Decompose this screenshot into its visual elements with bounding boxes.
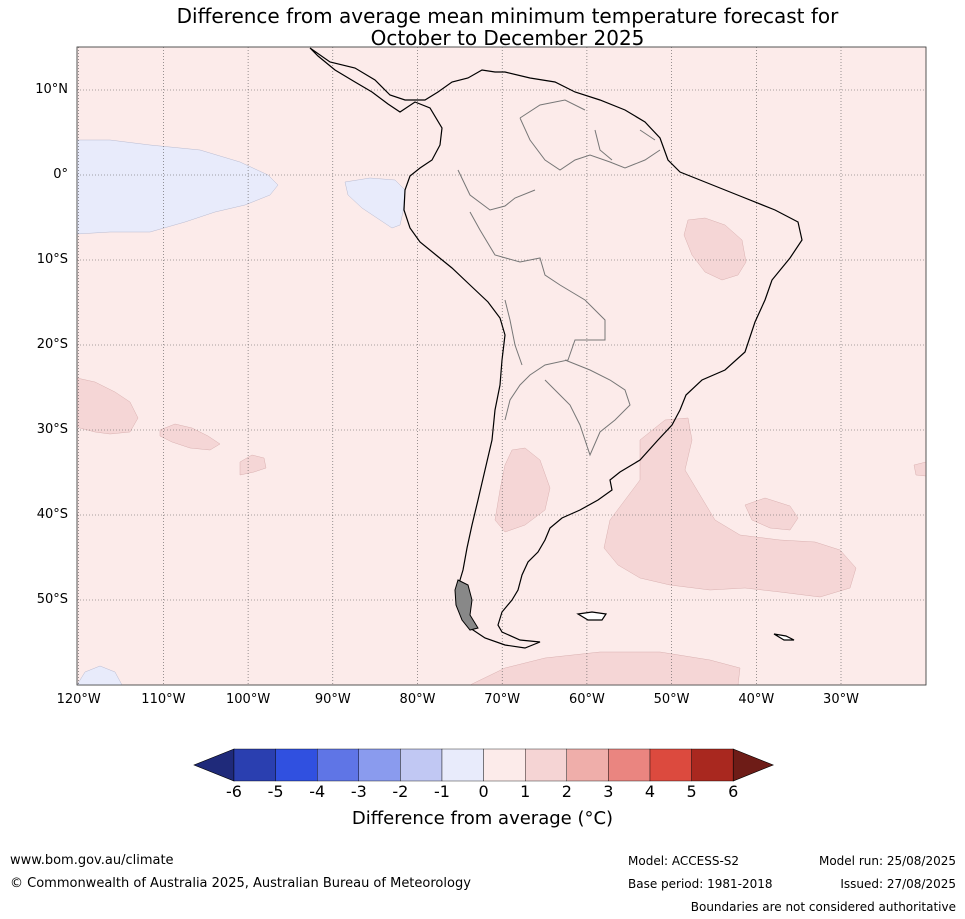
colorbar-extend-high (732, 748, 775, 782)
colorbar-tick-label: -1 (434, 782, 450, 801)
latitude-label: 30°S (36, 422, 68, 437)
south-georgia (773, 633, 795, 641)
colorbar-tick-label: 6 (728, 782, 739, 801)
graticule (77, 47, 926, 685)
footer-disclaimer: Boundaries are not considered authoritat… (690, 900, 956, 914)
colorbar-segment (441, 748, 484, 782)
colorbar-segment (400, 748, 443, 782)
cool-anomaly-galapagos (344, 177, 406, 229)
warm-anomaly-west-pacific (77, 377, 139, 435)
colorbar-segment (317, 748, 360, 782)
warm-anomaly-patagonia (494, 447, 551, 533)
footer-copyright: © Commonwealth of Australia 2025, Austra… (10, 876, 471, 891)
chile-archipelago (454, 579, 479, 631)
latitude-label: 0° (53, 167, 68, 182)
map-title-line-1: Difference from average mean minimum tem… (176, 4, 839, 28)
country-borders (457, 99, 661, 457)
colorbar-tick-label: -6 (226, 782, 242, 801)
colorbar-segment (233, 748, 276, 782)
longitude-label: 80°W (399, 692, 436, 707)
colorbar-tick-label: -3 (350, 782, 367, 801)
colorbar-tick-label: 5 (686, 782, 697, 801)
longitude-label: 110°W (141, 692, 186, 707)
longitude-label: 50°W (653, 692, 690, 707)
warm-anomaly-south-atlantic (603, 417, 857, 598)
warm-anomaly-brazil (683, 217, 747, 281)
south-america-coastline (309, 47, 803, 649)
colorbar-segment (358, 748, 401, 782)
colorbar-tick-label: 4 (644, 782, 656, 801)
latitude-label: 40°S (36, 507, 68, 522)
map-title-line-2: October to December 2025 (370, 26, 645, 50)
colorbar-segment (691, 748, 734, 782)
falkland-islands (576, 611, 608, 621)
warm-anomaly-small-pacific (239, 454, 267, 476)
colorbar-segment (649, 748, 692, 782)
latitude-label: 10°S (36, 252, 68, 267)
longitude-label: 30°W (823, 692, 859, 707)
colorbar-extend-low (193, 748, 235, 782)
warm-anomaly-mid-pacific (159, 423, 221, 451)
longitude-label: 60°W (568, 692, 605, 707)
colorbar-segment (566, 748, 609, 782)
colorbar-segment (608, 748, 651, 782)
latitude-label: 10°N (35, 82, 68, 97)
warm-anomaly-southern-ocean (469, 651, 741, 685)
colorbar (193, 748, 775, 782)
colorbar-title: Difference from average (°C) (351, 808, 614, 829)
latitude-label: 20°S (36, 337, 68, 352)
colorbar-tick-label: -2 (392, 782, 409, 801)
colorbar-tick-label: -5 (267, 782, 284, 801)
longitude-label: 70°W (484, 692, 521, 707)
footer-base-period: Base period: 1981-2018 (628, 877, 773, 891)
longitude-label: 100°W (226, 692, 271, 707)
latitude-label: 50°S (36, 592, 68, 607)
warm-anomaly-far-east (913, 461, 926, 477)
longitude-label: 90°W (314, 692, 351, 707)
longitude-label: 120°W (56, 692, 101, 707)
cool-anomaly-pacific (77, 139, 279, 235)
colorbar-segment (525, 748, 568, 782)
colorbar-segment (483, 748, 526, 782)
colorbar-tick-label: 1 (520, 782, 531, 801)
warm-anomaly-east-atlantic (744, 497, 799, 531)
footer-model: Model: ACCESS-S2 (628, 854, 740, 868)
colorbar-tick-label: -4 (309, 782, 326, 801)
colorbar-tick-label: 0 (478, 782, 489, 801)
colorbar-tick-label: 2 (561, 782, 572, 801)
footer-model-run: Model run: 25/08/2025 (818, 854, 956, 868)
longitude-label: 40°W (738, 692, 775, 707)
footer-issued: Issued: 27/08/2025 (840, 877, 956, 891)
cool-anomaly-southwest (77, 665, 123, 685)
footer-website: www.bom.gov.au/climate (10, 853, 174, 868)
colorbar-tick-label: 3 (603, 782, 614, 801)
colorbar-segment (275, 748, 318, 782)
